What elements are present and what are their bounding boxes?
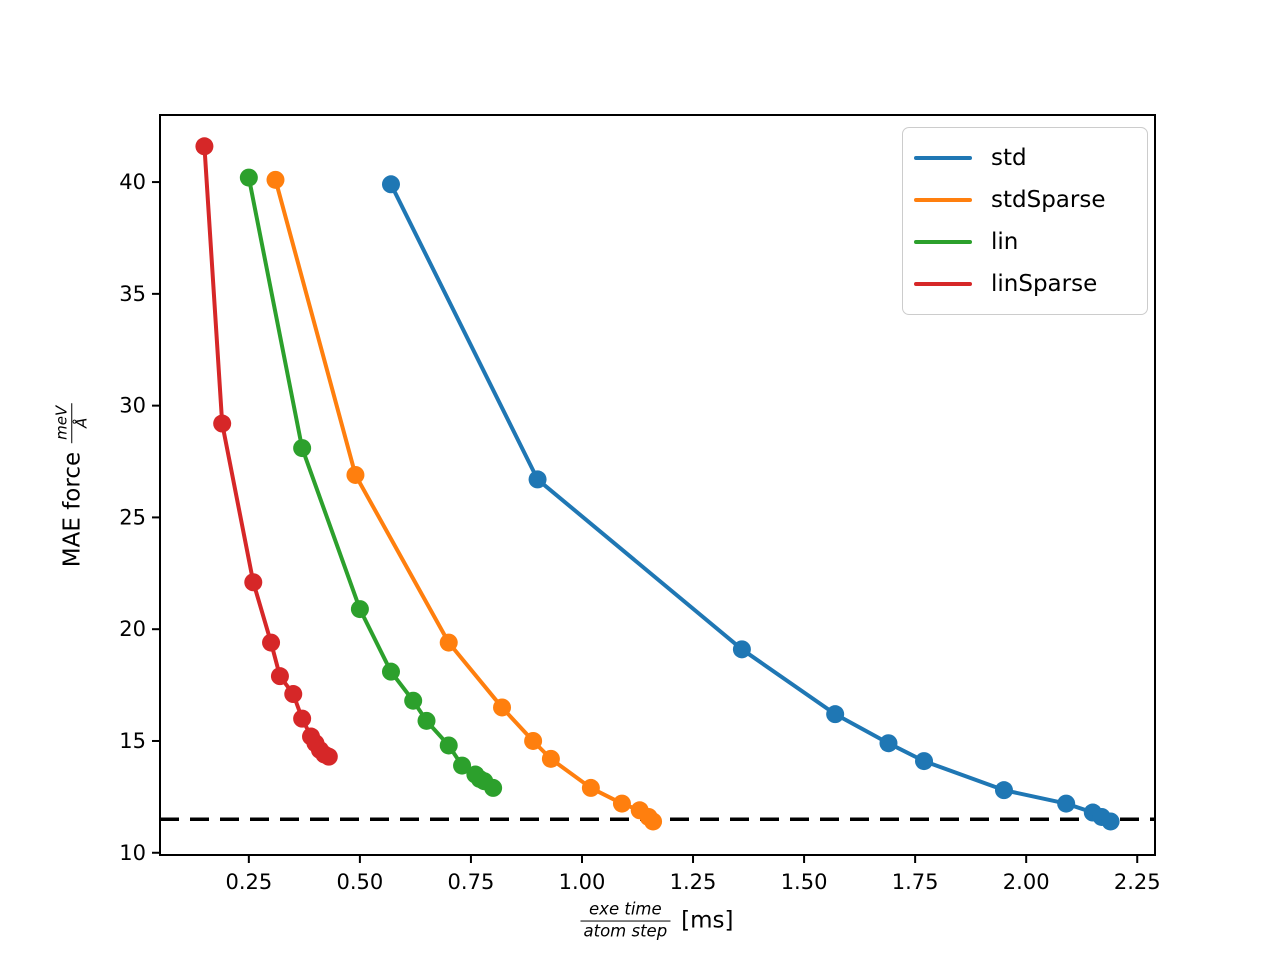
- y-axis-unit-numerator: meV: [52, 402, 73, 443]
- y-axis-label: MAE force meV Å: [52, 402, 91, 568]
- legend-item-linsparse: linSparse: [914, 263, 1131, 305]
- x-tick-label: 1.25: [670, 870, 717, 894]
- data-point-stdSparse: [541, 749, 560, 768]
- data-point-stdSparse: [644, 812, 663, 831]
- legend-label: lin: [991, 228, 1019, 255]
- y-axis-unit-fraction: meV Å: [52, 402, 91, 443]
- x-axis-label-denominator: atom step: [583, 921, 668, 941]
- data-point-lin: [381, 662, 400, 681]
- data-point-lin: [239, 168, 258, 187]
- data-point-std: [732, 640, 751, 659]
- y-tick-label: 15: [119, 729, 146, 753]
- y-tick-label: 20: [119, 617, 146, 641]
- x-tick-label: 0.75: [448, 870, 495, 894]
- x-tick-label: 1.50: [781, 870, 828, 894]
- x-tick-label: 1.75: [892, 870, 939, 894]
- legend: std stdSparse lin linSparse: [902, 127, 1148, 315]
- data-point-stdSparse: [346, 465, 365, 484]
- x-axis-label-fraction: exe time atom step: [580, 900, 671, 942]
- x-tick-label: 2.00: [1003, 870, 1050, 894]
- data-point-linSparse: [270, 667, 289, 686]
- data-point-std: [826, 705, 845, 724]
- legend-item-stdsparse: stdSparse: [914, 179, 1131, 221]
- data-point-linSparse: [262, 633, 281, 652]
- data-point-stdSparse: [266, 170, 285, 189]
- data-point-std: [1057, 794, 1076, 813]
- data-point-linSparse: [195, 137, 214, 156]
- y-tick-label: 30: [119, 394, 146, 418]
- data-point-stdSparse: [493, 698, 512, 717]
- x-axis-label: exe time atom step [ms]: [580, 900, 734, 942]
- legend-line-swatch: [914, 239, 972, 245]
- data-point-std: [994, 781, 1013, 800]
- y-tick-label: 25: [119, 505, 146, 529]
- data-point-lin: [404, 691, 423, 710]
- legend-line-swatch: [914, 155, 972, 161]
- y-tick-label: 10: [119, 841, 146, 865]
- y-tick-label: 35: [119, 282, 146, 306]
- x-tick-label: 1.00: [559, 870, 606, 894]
- data-point-lin: [484, 778, 503, 797]
- y-axis-unit-denominator: Å: [72, 417, 91, 428]
- data-point-std: [381, 175, 400, 194]
- legend-label: linSparse: [991, 270, 1098, 297]
- data-point-linSparse: [319, 747, 338, 766]
- data-point-linSparse: [284, 685, 303, 704]
- x-axis-unit: [ms]: [681, 908, 734, 934]
- data-point-lin: [453, 756, 472, 775]
- axes-frame: [159, 114, 1156, 856]
- data-point-std: [1101, 812, 1120, 831]
- data-point-linSparse: [293, 709, 312, 728]
- series-line-stdSparse: [273, 177, 656, 824]
- x-tick-label: 0.25: [225, 870, 272, 894]
- data-point-lin: [350, 600, 369, 619]
- data-point-stdSparse: [439, 633, 458, 652]
- data-point-std: [528, 470, 547, 489]
- data-point-lin: [439, 736, 458, 755]
- data-point-linSparse: [244, 573, 263, 592]
- y-tick-label: 40: [119, 170, 146, 194]
- y-axis-label-text: MAE force: [59, 451, 85, 568]
- data-point-stdSparse: [524, 731, 543, 750]
- data-point-linSparse: [213, 414, 232, 433]
- legend-line-swatch: [914, 281, 972, 287]
- x-tick-label: 2.25: [1114, 870, 1161, 894]
- x-tick-label: 0.50: [337, 870, 384, 894]
- legend-item-std: std: [914, 137, 1131, 179]
- data-point-lin: [417, 711, 436, 730]
- data-point-std: [915, 752, 934, 771]
- legend-label: stdSparse: [991, 186, 1106, 213]
- x-axis-label-numerator: exe time: [580, 900, 671, 922]
- data-point-stdSparse: [612, 794, 631, 813]
- legend-label: std: [991, 144, 1027, 171]
- legend-item-lin: lin: [914, 221, 1131, 263]
- data-point-lin: [293, 439, 312, 458]
- data-point-stdSparse: [581, 778, 600, 797]
- data-point-std: [879, 734, 898, 753]
- legend-line-swatch: [914, 197, 972, 203]
